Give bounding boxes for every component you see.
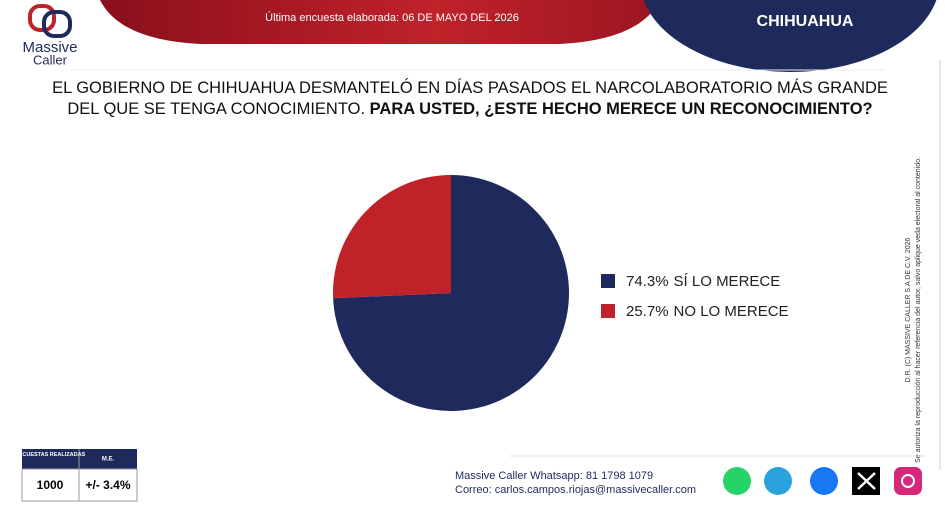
- copyright: D.R. (C) MASSIVE CALLER S.A DE C.V. 2026: [905, 237, 912, 382]
- logo: Massive Caller: [22, 4, 78, 67]
- question-bold: PARA USTED, ¿ESTE HECHO MERECE UN RECONO…: [369, 100, 873, 118]
- survey-date: Última encuesta elaborada: 06 DE MAYO DE…: [265, 11, 519, 24]
- legend-name: SÍ LO MERECE: [674, 273, 781, 290]
- brand-top: Massive: [22, 39, 77, 56]
- question-lead: EL GOBIERNO DE CHIHUAHUA DESMANTELÓ EN D…: [52, 79, 888, 118]
- table-cell: 1000: [37, 478, 64, 492]
- legend-value: 25.7%: [626, 303, 669, 320]
- pie-slice: [332, 175, 451, 299]
- instagram-glyph: [901, 474, 915, 488]
- region-badge: [643, 0, 937, 72]
- table-header-cell: ENCUESTAS REALIZADAS: [15, 452, 86, 458]
- email: Correo: carlos.campos.riojas@massivecall…: [455, 484, 696, 496]
- side-note: D.R. (C) MASSIVE CALLER S.A DE C.V. 2026…: [905, 157, 922, 463]
- telegram-icon[interactable]: [764, 467, 792, 495]
- whatsapp: Massive Caller Whatsapp: 81 1798 1079: [455, 470, 653, 482]
- whatsapp-icon[interactable]: [723, 467, 751, 495]
- question: EL GOBIERNO DE CHIHUAHUA DESMANTELÓ EN D…: [40, 78, 900, 120]
- legend-swatch: [601, 274, 615, 288]
- legend-swatch: [601, 304, 615, 318]
- table-cell: +/- 3.4%: [85, 478, 130, 492]
- legend-name: NO LO MERECE: [674, 303, 789, 320]
- header-banner: [100, 0, 660, 44]
- x-glyph: [857, 472, 876, 490]
- logo-icon: [28, 4, 56, 32]
- brand-bottom: Caller: [33, 52, 68, 67]
- region: CHIHUAHUA: [757, 13, 854, 30]
- pie-chart: 74.3% SÍ LO MERECE 25.7% NO LO MERECE: [332, 175, 789, 411]
- social-icons: [723, 467, 922, 495]
- logo-icon: [42, 10, 72, 38]
- stats-table: ENCUESTAS REALIZADAS M.E. 1000 +/- 3.4%: [15, 449, 138, 502]
- legend-value: 74.3%: [626, 273, 669, 290]
- instagram-icon[interactable]: [894, 467, 922, 495]
- permission: Se autoriza la reproducción al hacer ref…: [915, 157, 922, 463]
- facebook-icon[interactable]: [810, 467, 838, 495]
- table-header-text: ENCUESTAS REALIZADAS: [15, 452, 86, 458]
- pie-slice: [333, 175, 569, 411]
- legend-label: 74.3% SÍ LO MERECE: [626, 273, 780, 290]
- table-header-cell: M.E.: [102, 457, 115, 463]
- legend-label: 25.7% NO LO MERECE: [626, 303, 789, 320]
